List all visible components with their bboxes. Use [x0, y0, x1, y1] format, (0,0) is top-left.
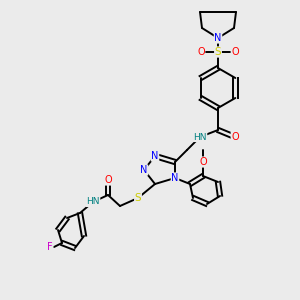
- Text: N: N: [151, 151, 159, 161]
- Text: O: O: [231, 132, 239, 142]
- Text: S: S: [135, 193, 141, 203]
- Text: HN: HN: [193, 133, 207, 142]
- Text: O: O: [104, 175, 112, 185]
- Text: S: S: [215, 47, 221, 57]
- Text: O: O: [197, 47, 205, 57]
- Text: N: N: [140, 165, 148, 175]
- Text: N: N: [171, 173, 179, 183]
- Text: O: O: [231, 47, 239, 57]
- Text: F: F: [47, 242, 53, 252]
- Text: HN: HN: [86, 197, 100, 206]
- Text: N: N: [214, 33, 222, 43]
- Text: O: O: [199, 157, 207, 167]
